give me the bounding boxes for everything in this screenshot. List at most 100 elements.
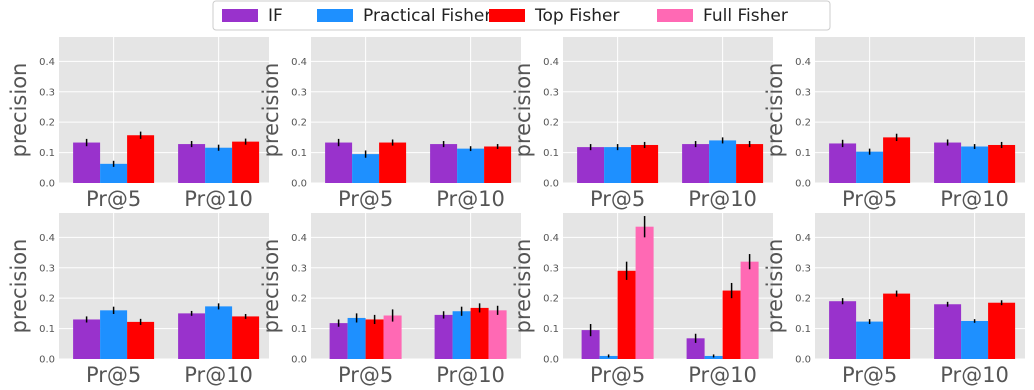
panel-4: 0.0 0.1 0.2 0.3 0.4 Pr@5 Pr@10 precision (763, 37, 1025, 211)
bar-full-fisher-pr-at-5 (635, 226, 654, 359)
y-tick-label: 0.3 (543, 263, 559, 274)
bar-if-pr-at-5 (581, 330, 600, 359)
y-tick-label: 0.2 (39, 118, 55, 129)
bar-top-fisher-pr-at-10 (484, 146, 512, 183)
legend-label-if: IF (268, 6, 283, 26)
y-tick-label: 0.1 (795, 324, 811, 335)
bar-full-fisher-pr-at-10 (740, 261, 759, 359)
y-tick-label: 0.3 (39, 87, 55, 98)
bar-if-pr-at-5 (325, 142, 353, 183)
y-tick-label: 0.0 (543, 179, 559, 190)
bar-practical-fisher-pr-at-5 (100, 310, 128, 359)
x-category-label: Pr@10 (688, 187, 757, 211)
y-tick-label: 0.4 (795, 57, 811, 68)
y-tick-label: 0.0 (291, 179, 307, 190)
y-tick-label: 0.2 (291, 118, 307, 129)
bar-top-fisher-pr-at-10 (988, 144, 1016, 183)
y-tick-label: 0.2 (795, 118, 811, 129)
bar-top-fisher-pr-at-5 (631, 144, 659, 183)
y-tick-label: 0.0 (291, 355, 307, 366)
bar-if-pr-at-5 (73, 319, 101, 359)
bar-practical-fisher-pr-at-10 (205, 306, 233, 359)
y-axis-label: precision (259, 63, 283, 158)
y-tick-label: 0.4 (543, 57, 559, 68)
bar-practical-fisher-pr-at-5 (347, 317, 366, 359)
y-tick-label: 0.2 (291, 294, 307, 305)
y-axis-label: precision (7, 239, 31, 334)
bar-top-fisher-pr-at-5 (883, 137, 911, 183)
bar-top-fisher-pr-at-5 (883, 293, 911, 359)
y-tick-label: 0.4 (39, 233, 55, 244)
y-tick-label: 0.3 (291, 87, 307, 98)
y-tick-label: 0.1 (291, 148, 307, 159)
y-tick-label: 0.4 (39, 57, 55, 68)
y-tick-label: 0.0 (795, 355, 811, 366)
y-axis-label: precision (259, 239, 283, 334)
bar-if-pr-at-10 (430, 144, 458, 183)
panels: 0.0 0.1 0.2 0.3 0.4 Pr@5 Pr@10 precision 0.0 0.1 0… (7, 37, 1025, 387)
y-tick-label: 0.3 (543, 87, 559, 98)
legend-swatch-full-fisher (657, 9, 693, 22)
legend-label-top-fisher: Top Fisher (534, 6, 619, 26)
x-category-label: Pr@10 (436, 363, 505, 387)
bar-full-fisher-pr-at-10 (488, 310, 507, 359)
y-axis-label: precision (7, 63, 31, 158)
panel-3: 0.0 0.1 0.2 0.3 0.4 Pr@5 Pr@10 precision (511, 37, 773, 211)
bar-top-fisher-pr-at-10 (232, 141, 260, 183)
y-tick-label: 0.3 (291, 263, 307, 274)
y-tick-label: 0.3 (795, 87, 811, 98)
legend: IF Practical Fisher Top Fisher Full Fisher (212, 0, 831, 31)
x-category-label: Pr@5 (842, 187, 897, 211)
x-category-label: Pr@5 (590, 187, 645, 211)
bar-full-fisher-pr-at-5 (383, 315, 402, 359)
y-axis-label: precision (763, 63, 787, 158)
legend-swatch-if (222, 9, 258, 22)
bar-top-fisher-pr-at-5 (379, 142, 407, 183)
legend-swatch-top-fisher (489, 9, 525, 22)
y-tick-label: 0.2 (795, 294, 811, 305)
bar-if-pr-at-10 (178, 144, 206, 183)
bar-practical-fisher-pr-at-5 (599, 355, 618, 359)
y-tick-label: 0.4 (795, 233, 811, 244)
x-category-label: Pr@10 (184, 363, 253, 387)
bar-if-pr-at-5 (577, 147, 605, 183)
bar-if-pr-at-5 (73, 142, 101, 183)
legend-label-practical-fisher: Practical Fisher (363, 6, 491, 26)
x-category-label: Pr@10 (184, 187, 253, 211)
y-tick-label: 0.1 (291, 324, 307, 335)
bar-practical-fisher-pr-at-5 (604, 147, 632, 183)
y-tick-label: 0.4 (291, 233, 307, 244)
y-tick-label: 0.1 (39, 324, 55, 335)
x-category-label: Pr@5 (86, 363, 141, 387)
panel-5: 0.0 0.1 0.2 0.3 0.4 Pr@5 Pr@10 precision (7, 213, 269, 387)
x-category-label: Pr@10 (940, 363, 1009, 387)
bar-top-fisher-pr-at-10 (232, 316, 260, 359)
bar-top-fisher-pr-at-10 (722, 290, 741, 359)
bar-practical-fisher-pr-at-10 (961, 320, 989, 359)
legend-label-full-fisher: Full Fisher (703, 6, 788, 26)
y-tick-label: 0.3 (39, 263, 55, 274)
y-tick-label: 0.1 (39, 148, 55, 159)
x-category-label: Pr@10 (688, 363, 757, 387)
y-tick-label: 0.1 (795, 148, 811, 159)
bar-top-fisher-pr-at-10 (736, 144, 764, 183)
bar-practical-fisher-pr-at-5 (100, 163, 128, 183)
panel-6: 0.0 0.1 0.2 0.3 0.4 Pr@5 Pr@10 precision (259, 213, 521, 387)
bar-practical-fisher-pr-at-10 (457, 148, 485, 183)
bar-practical-fisher-pr-at-5 (856, 151, 884, 183)
y-tick-label: 0.2 (543, 294, 559, 305)
bar-if-pr-at-5 (829, 301, 857, 359)
panel-7: 0.0 0.1 0.2 0.3 0.4 Pr@5 Pr@10 precision (511, 213, 773, 387)
x-category-label: Pr@5 (590, 363, 645, 387)
panel-2: 0.0 0.1 0.2 0.3 0.4 Pr@5 Pr@10 precision (259, 37, 521, 211)
x-category-label: Pr@5 (86, 187, 141, 211)
bar-practical-fisher-pr-at-5 (352, 154, 380, 183)
bar-if-pr-at-10 (434, 314, 453, 359)
bar-top-fisher-pr-at-5 (365, 319, 384, 359)
bar-top-fisher-pr-at-5 (127, 321, 155, 359)
bar-if-pr-at-10 (934, 142, 962, 183)
y-axis-label: precision (763, 239, 787, 334)
bar-if-pr-at-5 (329, 323, 348, 359)
bar-practical-fisher-pr-at-10 (961, 146, 989, 183)
